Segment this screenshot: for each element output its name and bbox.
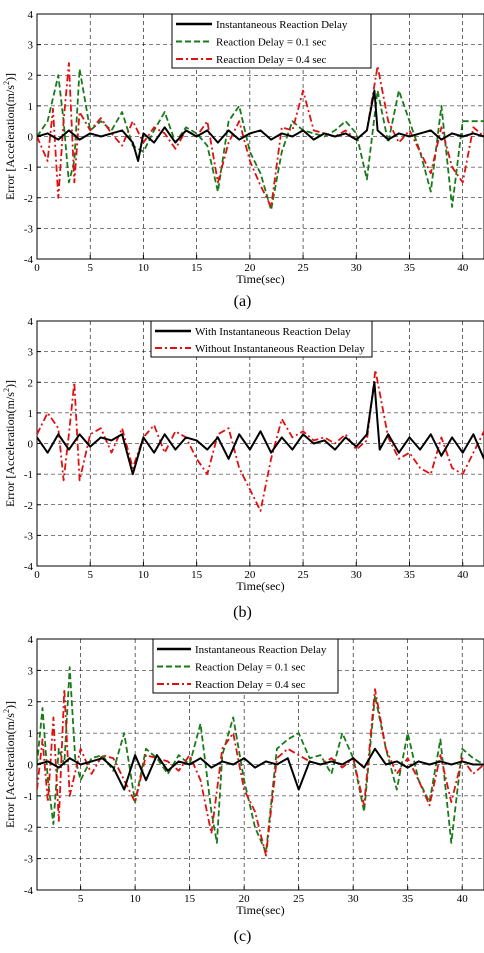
- y-tick-label: -1: [24, 469, 33, 481]
- x-tick-label: 35: [404, 569, 416, 581]
- x-tick-label: 25: [298, 569, 310, 581]
- y-tick-label: -4: [24, 561, 34, 573]
- panel-caption: (a): [234, 293, 252, 310]
- y-tick-label: 1: [28, 728, 34, 740]
- panel-caption: (c): [234, 928, 252, 945]
- y-tick-label: -3: [24, 854, 34, 866]
- x-tick-label: 30: [351, 569, 363, 581]
- x-tick-label: 5: [87, 262, 93, 274]
- y-tick-label: 2: [28, 70, 34, 82]
- y-tick-label: 4: [28, 316, 34, 328]
- x-tick-label: 0: [34, 262, 40, 274]
- y-axis-label: Error [Acceleration(m/s2)]: [2, 380, 17, 507]
- y-tick-label: 0: [28, 760, 34, 772]
- y-axis-label: Error [Acceleration(m/s2)]: [2, 73, 17, 200]
- legend-entry-2: Reaction Delay = 0.1 sec: [195, 662, 305, 674]
- legend: Instantaneous Reaction Delay Reaction Del…: [153, 639, 338, 693]
- y-tick-label: -2: [24, 193, 33, 205]
- y-tick-label: -2: [24, 500, 33, 512]
- y-tick-label: -4: [24, 885, 34, 897]
- x-tick-label: 30: [351, 262, 363, 274]
- y-tick-label: 4: [28, 634, 34, 646]
- x-axis-label: Time(sec): [236, 272, 284, 286]
- y-tick-label: 2: [28, 377, 34, 389]
- x-tick-label: 35: [402, 893, 414, 905]
- legend-entry-1: Instantaneous Reaction Delay: [195, 644, 327, 656]
- chart-panel-1: 0 5 10 15 20 25 30 35 4043210-1-2-3-4Time(sec)Er…: [2, 9, 484, 310]
- x-tick-label: 35: [404, 262, 416, 274]
- legend: Instantaneous Reaction Delay Reaction Del…: [172, 14, 371, 68]
- x-tick-label: 15: [184, 893, 196, 905]
- x-tick-label: 40: [457, 893, 469, 905]
- y-tick-label: 3: [28, 347, 34, 359]
- x-axis-label: Time(sec): [236, 579, 284, 593]
- x-tick-label: 40: [457, 262, 469, 274]
- legend-entry-1: Instantaneous Reaction Delay: [216, 19, 348, 31]
- y-tick-label: -4: [24, 254, 34, 266]
- y-tick-label: 4: [28, 9, 34, 21]
- legend-entry-2: Without Instantaneous Reaction Delay: [195, 343, 365, 355]
- x-tick-label: 10: [138, 569, 150, 581]
- x-tick-label: 0: [34, 569, 40, 581]
- x-tick-label: 30: [348, 893, 360, 905]
- y-tick-label: 3: [28, 665, 34, 677]
- y-axis-label: Error [Acceleration(m/s2)]: [2, 701, 17, 828]
- y-tick-label: 0: [28, 132, 34, 144]
- x-tick-label: 25: [293, 893, 305, 905]
- y-tick-label: -3: [24, 223, 34, 235]
- legend: With Instantaneous Reaction Delay Without…: [151, 321, 372, 357]
- y-tick-label: 3: [28, 40, 34, 52]
- legend-entry-1: With Instantaneous Reaction Delay: [195, 326, 351, 338]
- chart-panel-3: 5 10 15 20 25 30 35 4043210-1-2-3-4Time(sec)Err…: [2, 634, 484, 945]
- y-tick-label: 1: [28, 408, 34, 420]
- legend-entry-2: Reaction Delay = 0.1 sec: [216, 37, 326, 49]
- y-tick-label: -3: [24, 530, 34, 542]
- legend-entry-3: Reaction Delay = 0.4 sec: [195, 679, 305, 691]
- x-tick-label: 5: [78, 893, 84, 905]
- y-tick-label: 2: [28, 697, 34, 709]
- x-tick-label: 40: [457, 569, 469, 581]
- x-tick-label: 15: [191, 262, 203, 274]
- y-tick-label: 1: [28, 101, 34, 113]
- legend-entry-3: Reaction Delay = 0.4 sec: [216, 54, 326, 66]
- x-tick-label: 5: [87, 569, 93, 581]
- x-tick-label: 15: [191, 569, 203, 581]
- y-tick-label: 0: [28, 439, 34, 451]
- x-tick-label: 10: [138, 262, 150, 274]
- x-axis-label: Time(sec): [236, 903, 284, 917]
- chart-panel-2: 0 5 10 15 20 25 30 35 4043210-1-2-3-4Time(sec)Er…: [2, 316, 484, 621]
- panel-caption: (b): [233, 604, 252, 621]
- x-tick-label: 25: [298, 262, 310, 274]
- y-tick-label: -1: [24, 791, 33, 803]
- x-tick-label: 10: [130, 893, 142, 905]
- y-tick-label: -2: [24, 822, 33, 834]
- y-tick-label: -1: [24, 162, 33, 174]
